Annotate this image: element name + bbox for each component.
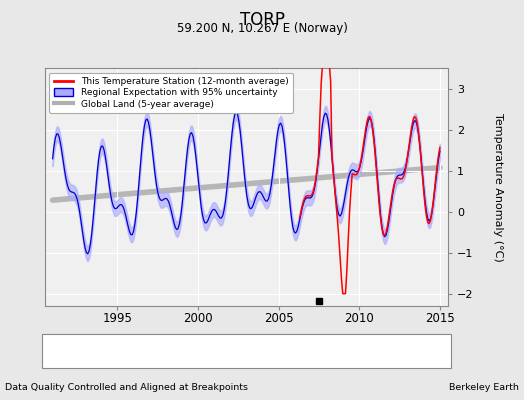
Y-axis label: Temperature Anomaly (°C): Temperature Anomaly (°C) <box>493 113 503 261</box>
Text: ◆: ◆ <box>53 344 62 354</box>
Text: 2010: 2010 <box>344 312 374 325</box>
Text: Time of Obs. Change: Time of Obs. Change <box>252 344 351 354</box>
Text: Data Quality Controlled and Aligned at Breakpoints: Data Quality Controlled and Aligned at B… <box>5 383 248 392</box>
Text: ■: ■ <box>362 344 372 354</box>
Text: TORP: TORP <box>239 11 285 29</box>
Text: ▼: ▼ <box>242 344 250 354</box>
Text: Record Gap: Record Gap <box>162 344 217 354</box>
Text: Empirical Break: Empirical Break <box>372 344 446 354</box>
Text: 1995: 1995 <box>102 312 132 325</box>
Text: 2015: 2015 <box>425 312 455 325</box>
Legend: This Temperature Station (12-month average), Regional Expectation with 95% uncer: This Temperature Station (12-month avera… <box>49 72 293 113</box>
Text: Berkeley Earth: Berkeley Earth <box>449 383 519 392</box>
Text: ▲: ▲ <box>153 344 161 354</box>
Text: Station Move: Station Move <box>63 344 125 354</box>
Text: 2000: 2000 <box>183 312 213 325</box>
Text: 59.200 N, 10.267 E (Norway): 59.200 N, 10.267 E (Norway) <box>177 22 347 35</box>
Text: 2005: 2005 <box>264 312 293 325</box>
